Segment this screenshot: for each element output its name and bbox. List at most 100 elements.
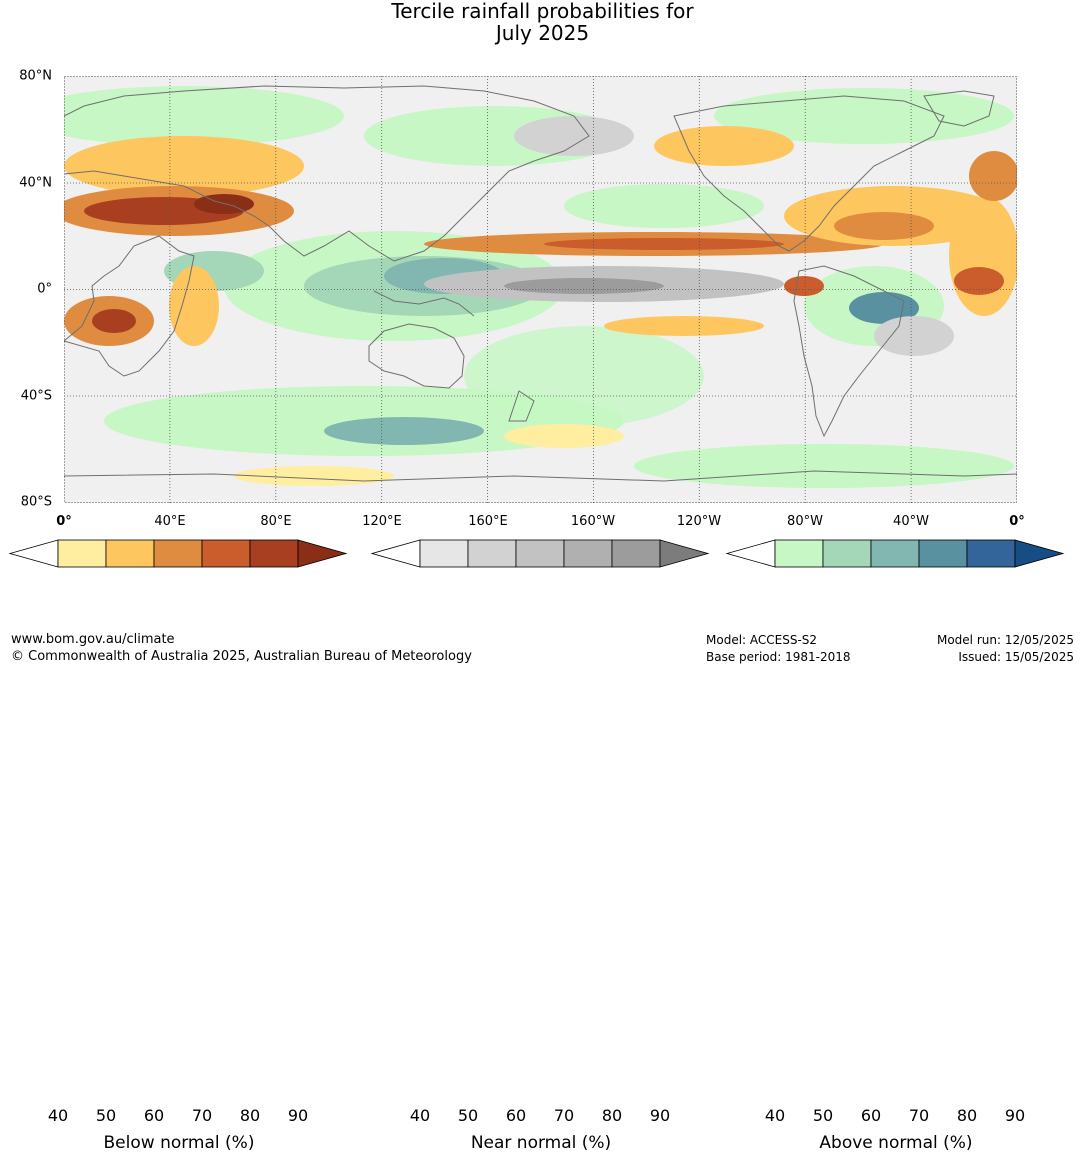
map-svg bbox=[64, 76, 1017, 503]
above-patch-canada bbox=[714, 88, 1014, 144]
above-patch-southern-ocean-mid bbox=[324, 417, 484, 445]
colorbar-below-normal: 40 50 60 70 80 90 Below normal (%) bbox=[8, 539, 348, 1153]
near-tick-80: 80 bbox=[601, 1106, 623, 1125]
colorbar-above-swatches bbox=[725, 539, 1065, 568]
colorbar-near-swatches bbox=[370, 539, 710, 568]
below-patch-southern-africa-core bbox=[92, 309, 136, 333]
above-tick-60: 60 bbox=[860, 1106, 882, 1125]
lon-label-120e: 120°E bbox=[362, 514, 402, 529]
above-swatch-70 bbox=[918, 539, 968, 568]
lat-label-40s: 40°S bbox=[20, 388, 52, 404]
colorbar-above-ticks: 40 50 60 70 80 90 bbox=[727, 1106, 1065, 1126]
colorbar-near-label: Near normal (%) bbox=[470, 1133, 612, 1153]
rainfall-probability-map bbox=[64, 76, 1017, 503]
model-run-date: Model run: 12/05/2025 bbox=[936, 633, 1074, 647]
below-swatch-70 bbox=[201, 539, 251, 568]
below-patch-iberia bbox=[969, 151, 1017, 201]
near-tick-60: 60 bbox=[505, 1106, 527, 1125]
lon-label-80e: 80°E bbox=[260, 514, 292, 529]
near-swatch-80 bbox=[611, 539, 661, 568]
below-patch-northern-south-america bbox=[784, 276, 824, 296]
below-tick-60: 60 bbox=[143, 1106, 165, 1125]
base-period: Base period: 1981-2018 bbox=[706, 650, 851, 664]
above-swatch-50 bbox=[822, 539, 872, 568]
graticule bbox=[64, 76, 1017, 503]
lon-label-40w: 40°W bbox=[893, 514, 929, 529]
below-patch-alaska bbox=[654, 126, 794, 166]
near-tick-90: 90 bbox=[649, 1106, 671, 1125]
probability-patches bbox=[64, 76, 1017, 503]
above-swatch-80 bbox=[966, 539, 1016, 568]
colorbar-above-normal: 40 50 60 70 80 90 Above normal (%) bbox=[725, 539, 1065, 1153]
near-swatch-40 bbox=[419, 539, 469, 568]
near-tick-40: 40 bbox=[409, 1106, 431, 1125]
colorbar-above-label: Above normal (%) bbox=[819, 1133, 973, 1153]
lon-label-160w: 160°W bbox=[570, 514, 616, 529]
above-tick-70: 70 bbox=[908, 1106, 930, 1125]
above-patch-north-pacific bbox=[564, 184, 764, 228]
above-swatch-60 bbox=[870, 539, 920, 568]
below-patch-west-africa bbox=[949, 196, 1017, 316]
map-frame bbox=[64, 76, 1017, 503]
above-patch-eurasia-north bbox=[64, 86, 344, 146]
lon-label-40e: 40°E bbox=[154, 514, 186, 529]
coast-eurasia bbox=[64, 85, 590, 262]
near-patch-equatorial-core bbox=[504, 278, 664, 294]
lon-label-120w: 120°W bbox=[676, 514, 722, 529]
below-swatch-40 bbox=[57, 539, 107, 568]
website-link[interactable]: www.bom.gov.au/climate bbox=[11, 632, 175, 647]
colorbar-below-swatches bbox=[8, 539, 348, 568]
model-name: Model: ACCESS-S2 bbox=[706, 633, 818, 647]
coast-antarctica bbox=[64, 470, 1017, 482]
above-patch-south-pacific-mid bbox=[464, 326, 704, 426]
title-line-1: Tercile rainfall probabilities for bbox=[391, 0, 694, 23]
near-tick-50: 50 bbox=[457, 1106, 479, 1125]
lon-label-160e: 160°E bbox=[468, 514, 508, 529]
colorbar-near-ticks: 40 50 60 70 80 90 bbox=[372, 1106, 710, 1126]
near-patch-south-atlantic bbox=[874, 316, 954, 356]
near-swatch-60 bbox=[515, 539, 565, 568]
coast-greenland bbox=[923, 90, 995, 127]
copyright-text: © Commonwealth of Australia 2025, Austra… bbox=[11, 649, 472, 664]
below-swatch-80 bbox=[249, 539, 299, 568]
colorbar-below-label: Below normal (%) bbox=[103, 1133, 255, 1153]
map-title: Tercile rainfall probabilities for July … bbox=[0, 0, 1085, 44]
coast-north-america bbox=[673, 95, 945, 252]
above-tick-40: 40 bbox=[764, 1106, 786, 1125]
below-patch-south-pacific-band bbox=[604, 316, 764, 336]
coast-new-zealand bbox=[508, 390, 535, 422]
above-tick-80: 80 bbox=[956, 1106, 978, 1125]
lat-label-40n: 40°N bbox=[19, 175, 52, 191]
below-tick-90: 90 bbox=[287, 1106, 309, 1125]
below-tick-70: 70 bbox=[191, 1106, 213, 1125]
lon-label-0-right: 0° bbox=[1009, 514, 1025, 529]
near-tick-70: 70 bbox=[553, 1106, 575, 1125]
below-tick-50: 50 bbox=[95, 1106, 117, 1125]
footer-left: www.bom.gov.au/climate © Commonwealth of… bbox=[11, 631, 472, 665]
above-tick-90: 90 bbox=[1004, 1106, 1026, 1125]
below-patch-mozambique bbox=[169, 266, 219, 346]
near-swatch-high bbox=[659, 539, 710, 568]
lat-label-80s: 80°S bbox=[20, 494, 52, 510]
above-swatch-40 bbox=[774, 539, 824, 568]
above-swatch-low bbox=[725, 539, 776, 568]
coast-australia bbox=[368, 323, 465, 389]
near-patch-bering bbox=[514, 116, 634, 156]
below-patch-gulf-of-guinea bbox=[954, 267, 1004, 295]
below-patch-tasman bbox=[504, 424, 624, 448]
lat-label-80n: 80°N bbox=[19, 68, 52, 84]
coast-africa bbox=[64, 235, 195, 377]
title-line-2: July 2025 bbox=[495, 21, 590, 45]
lon-label-0-left: 0° bbox=[56, 514, 72, 529]
lon-label-80w: 80°W bbox=[787, 514, 823, 529]
below-swatch-low bbox=[8, 539, 59, 568]
coast-indonesia bbox=[373, 290, 475, 317]
near-swatch-70 bbox=[563, 539, 613, 568]
below-patch-itcz-core bbox=[544, 238, 784, 250]
colorbar-near-normal: 40 50 60 70 80 90 Near normal (%) bbox=[370, 539, 710, 1153]
below-swatch-60 bbox=[153, 539, 203, 568]
below-tick-80: 80 bbox=[239, 1106, 261, 1125]
below-tick-40: 40 bbox=[47, 1106, 69, 1125]
coastlines bbox=[64, 85, 1017, 482]
below-swatch-high bbox=[297, 539, 348, 568]
